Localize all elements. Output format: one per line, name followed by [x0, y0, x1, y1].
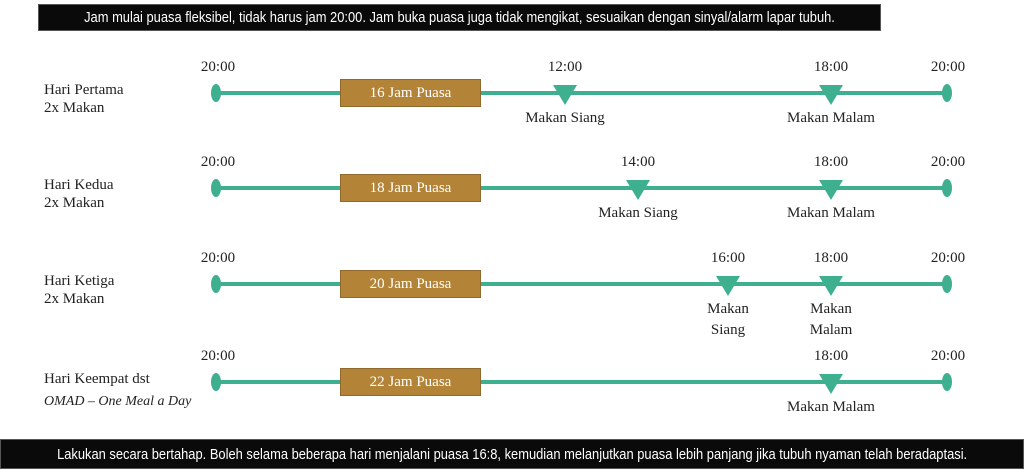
timeline-start-dot — [211, 84, 221, 102]
row-label: Hari Kedua 2x Makan — [44, 176, 114, 212]
meal-label-line: Makan Siang — [525, 110, 605, 126]
meal-time: 12:00 — [547, 59, 583, 75]
timeline-end-dot — [942, 84, 952, 102]
timeline-end-dot — [942, 373, 952, 391]
meal-label: Makan Malam — [787, 397, 875, 418]
meal-label-line: Makan Siang — [598, 205, 678, 221]
row-subtitle: 2x Makan — [44, 291, 105, 307]
timeline-end-dot — [942, 275, 952, 293]
top-banner: Jam mulai puasa fleksibel, tidak harus j… — [38, 4, 881, 31]
meal-label-line: Siang — [710, 322, 746, 338]
meal-label-line: Makan — [810, 301, 852, 317]
meal-label-line: Malam — [809, 322, 853, 338]
row-subtitle: 2x Makan — [44, 100, 105, 116]
meal-time: 18:00 — [813, 59, 849, 75]
row-subtitle: OMAD – One Meal a Day — [44, 394, 192, 409]
meal-label: Makan Siang — [525, 108, 605, 129]
timeline-line — [216, 282, 947, 286]
meal-marker-icon — [819, 374, 843, 394]
timeline-line — [216, 91, 947, 95]
end-time: 20:00 — [930, 348, 966, 364]
timeline-end-dot — [942, 179, 952, 197]
end-time: 20:00 — [930, 154, 966, 170]
meal-label-line: Makan Malam — [787, 399, 875, 415]
start-time: 20:00 — [200, 250, 236, 266]
row-subtitle: 2x Makan — [44, 195, 105, 211]
timeline-start-dot — [211, 275, 221, 293]
bottom-banner-text: Lakukan secara bertahap. Boleh selama be… — [56, 445, 968, 463]
top-banner-text: Jam mulai puasa fleksibel, tidak harus j… — [84, 9, 835, 26]
meal-marker-icon — [553, 85, 577, 105]
meal-time: 18:00 — [813, 348, 849, 364]
timeline-line — [216, 380, 947, 384]
meal-time: 16:00 — [710, 250, 746, 266]
fasting-duration-box: 16 Jam Puasa — [340, 79, 481, 107]
meal-time: 18:00 — [813, 154, 849, 170]
meal-marker-icon — [716, 276, 740, 296]
row-title: Hari Kedua — [44, 177, 114, 193]
timeline-line — [216, 186, 947, 190]
timeline-start-dot — [211, 373, 221, 391]
fasting-duration-box: 22 Jam Puasa — [340, 368, 481, 396]
start-time: 20:00 — [200, 348, 236, 364]
row-label: Hari Keempat dst OMAD – One Meal a Day — [44, 370, 191, 411]
meal-time: 14:00 — [620, 154, 656, 170]
fasting-duration-box: 20 Jam Puasa — [340, 270, 481, 298]
bottom-banner: Lakukan secara bertahap. Boleh selama be… — [0, 439, 1024, 469]
meal-marker-icon — [819, 276, 843, 296]
meal-time: 18:00 — [813, 250, 849, 266]
meal-label: Makan Siang — [707, 299, 749, 341]
meal-label: Makan Siang — [598, 203, 678, 224]
start-time: 20:00 — [200, 59, 236, 75]
row-label: Hari Ketiga 2x Makan — [44, 272, 114, 308]
row-title: Hari Keempat dst — [44, 371, 150, 387]
meal-marker-icon — [819, 85, 843, 105]
meal-label-line: Makan Malam — [787, 205, 875, 221]
meal-label: Makan Malam — [810, 299, 853, 341]
end-time: 20:00 — [930, 59, 966, 75]
meal-label-line: Makan Malam — [787, 110, 875, 126]
fasting-duration-box: 18 Jam Puasa — [340, 174, 481, 202]
meal-marker-icon — [819, 180, 843, 200]
row-label: Hari Pertama 2x Makan — [44, 81, 124, 117]
start-time: 20:00 — [200, 154, 236, 170]
row-title: Hari Ketiga — [44, 273, 115, 289]
end-time: 20:00 — [930, 250, 966, 266]
meal-label: Makan Malam — [787, 108, 875, 129]
meal-label: Makan Malam — [787, 203, 875, 224]
meal-marker-icon — [626, 180, 650, 200]
timeline-start-dot — [211, 179, 221, 197]
meal-label-line: Makan — [707, 301, 749, 317]
row-title: Hari Pertama — [44, 82, 124, 98]
